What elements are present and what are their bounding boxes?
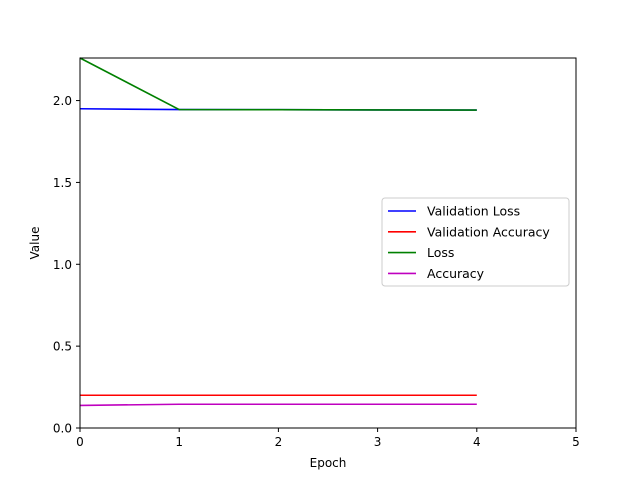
y-tick-label: 2.0 <box>53 94 72 108</box>
plot-area-frame <box>79 57 577 429</box>
y-tick-label: 1.5 <box>53 176 72 190</box>
legend-entry-label: Validation Accuracy <box>427 224 550 239</box>
x-tick-label: 4 <box>473 435 481 449</box>
ticks-layer: 0 1 2 3 4 5 0.0 0.5 1.0 1.5 2.0 <box>53 94 580 449</box>
x-tick-label: 1 <box>175 435 183 449</box>
x-tick-label: 2 <box>275 435 283 449</box>
y-axis-label: Value <box>28 227 42 260</box>
x-tick-label: 3 <box>374 435 382 449</box>
series-line-accuracy <box>79 403 477 407</box>
x-tick-label: 0 <box>76 435 84 449</box>
series-layer <box>79 57 477 407</box>
legend-entry-label: Accuracy <box>427 266 485 281</box>
y-tick-label: 1.0 <box>53 258 72 272</box>
legend-entry-label: Loss <box>427 245 454 260</box>
legend: Validation Loss Validation Accuracy Loss Ac… <box>381 197 570 287</box>
x-axis-label: Epoch <box>310 456 347 470</box>
y-tick-label: 0.5 <box>53 340 72 354</box>
series-line-loss <box>79 57 477 111</box>
legend-box <box>381 197 570 287</box>
x-tick-label: 5 <box>572 435 580 449</box>
legend-entry-label: Validation Loss <box>427 204 520 219</box>
y-tick-label: 0.0 <box>53 422 72 436</box>
